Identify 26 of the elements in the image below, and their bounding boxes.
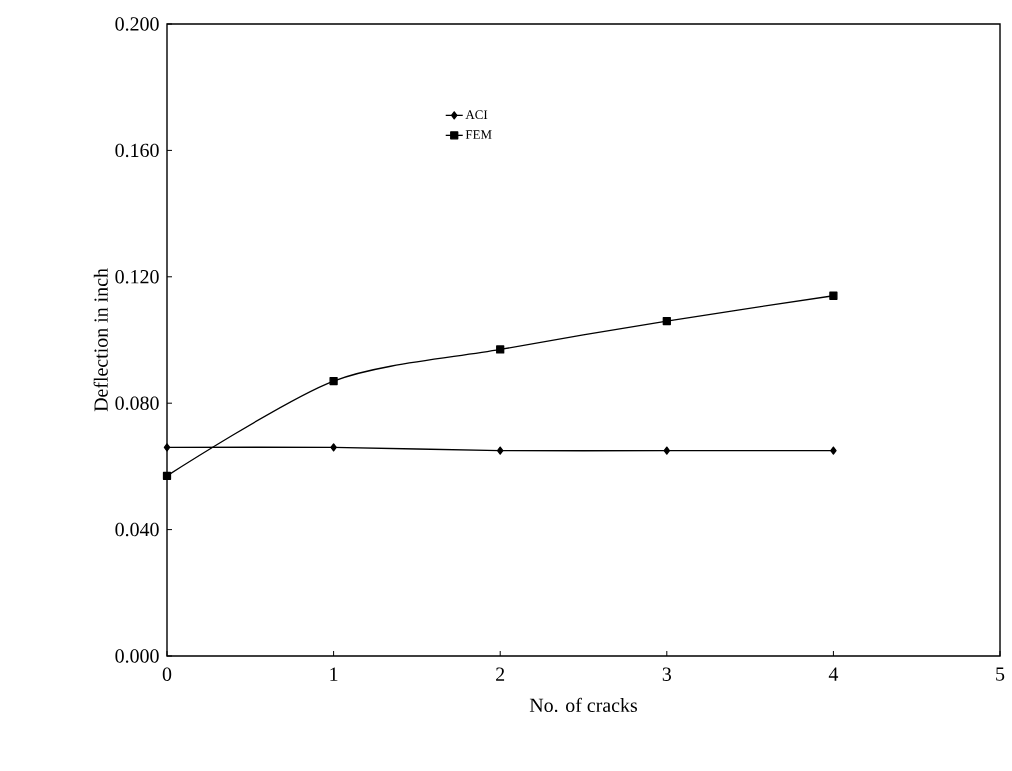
point [496, 446, 504, 455]
y-tick-label: 0.160 [115, 143, 159, 158]
x-tick-label: 1 [330, 667, 338, 681]
point [330, 443, 337, 452]
y-tick-label: 0.120 [115, 270, 159, 284]
point [163, 443, 171, 452]
point [829, 291, 838, 300]
legend-label: ACI [465, 110, 488, 120]
x-tick-label: 0 [162, 667, 172, 681]
legend-label: FEM [465, 130, 492, 139]
point [329, 376, 338, 386]
point [162, 471, 172, 481]
point [663, 446, 671, 455]
x-tick-label: 2 [496, 667, 505, 681]
y-tick-label: 0.000 [115, 649, 159, 663]
x-axis-title: No. of cracks [529, 697, 637, 713]
point [830, 446, 837, 455]
x-tick-label: 3 [662, 667, 672, 681]
y-axis-title: Deflection in inch [93, 268, 108, 412]
point [662, 316, 671, 326]
point [496, 345, 505, 354]
y-tick-label: 0.200 [115, 17, 159, 31]
y-tick-label: 0.040 [115, 522, 159, 537]
x-tick-label: 4 [828, 667, 839, 681]
x-tick-label: 5 [996, 667, 1005, 681]
y-tick-label: 0.080 [115, 396, 159, 410]
